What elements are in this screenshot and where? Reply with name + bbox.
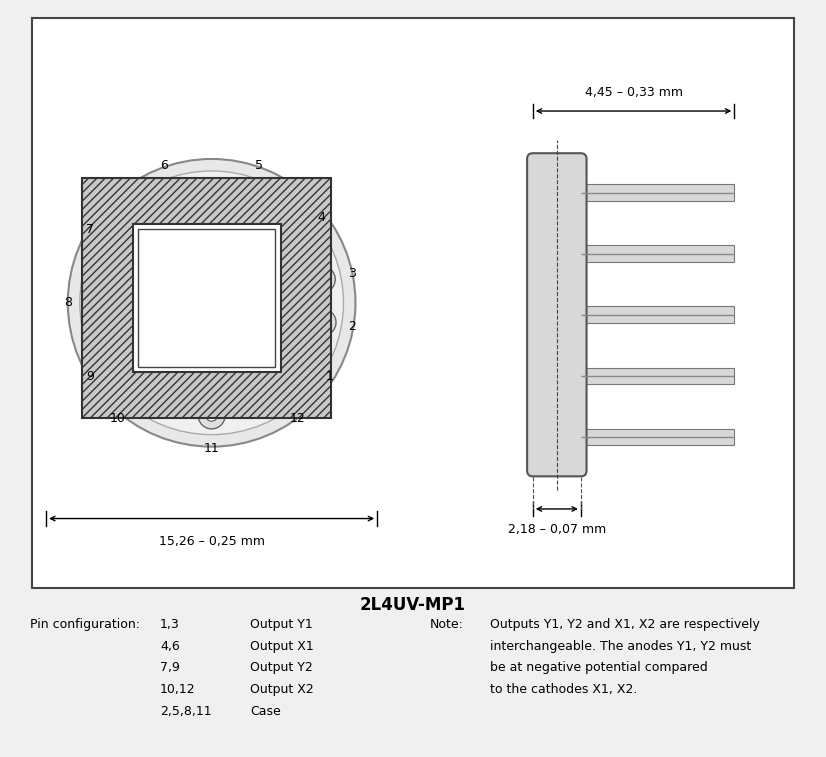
- Circle shape: [102, 229, 130, 257]
- Circle shape: [275, 386, 287, 397]
- Text: 9: 9: [86, 370, 93, 383]
- Circle shape: [308, 266, 335, 293]
- Bar: [83, 178, 331, 418]
- Text: Output X1: Output X1: [250, 640, 314, 653]
- Circle shape: [80, 171, 344, 435]
- Text: 5: 5: [255, 159, 263, 172]
- Text: 2,18 – 0,07 mm: 2,18 – 0,07 mm: [508, 523, 606, 537]
- Bar: [138, 229, 275, 366]
- Circle shape: [136, 386, 148, 397]
- Circle shape: [316, 273, 328, 285]
- Text: 2: 2: [349, 320, 357, 333]
- Circle shape: [86, 289, 112, 316]
- Text: 6: 6: [160, 159, 168, 172]
- Circle shape: [159, 183, 187, 210]
- Text: 4,6: 4,6: [160, 640, 180, 653]
- Text: Case: Case: [250, 706, 281, 718]
- Text: interchangeable. The anodes Y1, Y2 must: interchangeable. The anodes Y1, Y2 must: [490, 640, 752, 653]
- Circle shape: [129, 378, 155, 405]
- Circle shape: [111, 357, 122, 368]
- Text: Output X2: Output X2: [250, 684, 314, 696]
- FancyBboxPatch shape: [527, 153, 586, 476]
- Circle shape: [317, 316, 329, 328]
- Bar: [581, 184, 734, 201]
- Bar: [132, 224, 281, 372]
- Circle shape: [93, 297, 105, 309]
- Circle shape: [301, 357, 313, 368]
- Text: 7,9: 7,9: [160, 662, 180, 674]
- Circle shape: [111, 238, 122, 249]
- Text: Pin configuration:: Pin configuration:: [30, 618, 140, 631]
- Text: 12: 12: [289, 413, 305, 425]
- Circle shape: [198, 402, 225, 429]
- Text: Output Y2: Output Y2: [250, 662, 313, 674]
- Text: 2L4UV-MP1: 2L4UV-MP1: [360, 596, 466, 614]
- Text: 10,12: 10,12: [160, 684, 196, 696]
- Circle shape: [237, 183, 263, 210]
- Bar: [581, 245, 734, 262]
- Bar: [581, 307, 734, 323]
- Circle shape: [268, 378, 294, 405]
- Text: 15,26 – 0,25 mm: 15,26 – 0,25 mm: [159, 535, 264, 548]
- Circle shape: [294, 349, 320, 376]
- Circle shape: [68, 159, 355, 447]
- Text: 4,45 – 0,33 mm: 4,45 – 0,33 mm: [585, 86, 682, 99]
- Circle shape: [244, 192, 256, 203]
- Text: to the cathodes X1, X2.: to the cathodes X1, X2.: [490, 684, 638, 696]
- Text: Output Y1: Output Y1: [250, 618, 313, 631]
- Bar: [295, 390, 312, 407]
- Text: 1: 1: [325, 370, 334, 383]
- Text: 1,3: 1,3: [160, 618, 180, 631]
- Bar: [581, 367, 734, 385]
- Text: 7: 7: [86, 223, 93, 235]
- Circle shape: [295, 228, 306, 239]
- Bar: [581, 428, 734, 445]
- Text: 3: 3: [348, 267, 355, 280]
- Text: 8: 8: [64, 296, 73, 310]
- Text: Outputs Y1, Y2 and X1, X2 are respectively: Outputs Y1, Y2 and X1, X2 are respective…: [490, 618, 760, 631]
- Text: 10: 10: [110, 413, 126, 425]
- Text: 4: 4: [317, 210, 325, 224]
- Circle shape: [287, 220, 314, 247]
- Text: 2,5,8,11: 2,5,8,11: [160, 706, 211, 718]
- Circle shape: [102, 349, 130, 376]
- Text: 11: 11: [204, 442, 220, 455]
- Text: Note:: Note:: [430, 618, 464, 631]
- Text: be at negative potential compared: be at negative potential compared: [490, 662, 708, 674]
- Circle shape: [309, 309, 336, 336]
- Circle shape: [168, 192, 179, 203]
- Circle shape: [206, 410, 217, 421]
